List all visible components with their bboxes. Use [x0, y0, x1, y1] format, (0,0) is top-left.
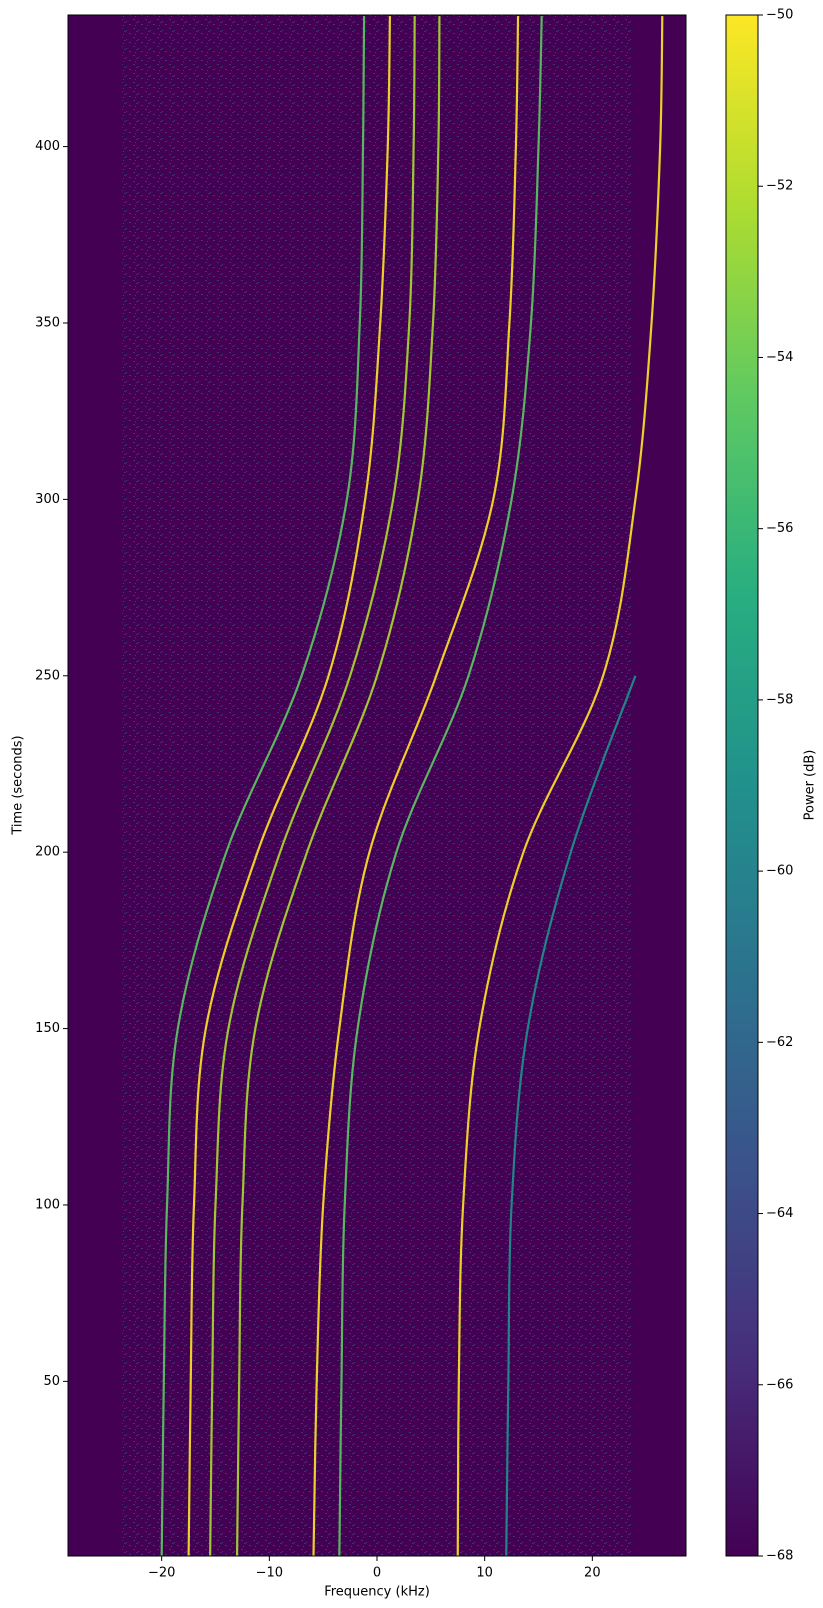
colorbar-tick-label: −56 — [766, 521, 793, 536]
tracks — [160, 16, 664, 1556]
signal-track — [187, 16, 392, 1556]
y-tick-label: 300 — [35, 492, 60, 507]
colorbar-tick-label: −54 — [766, 350, 793, 365]
signal-track — [338, 16, 543, 1556]
colorbar-tick-label: −62 — [766, 1035, 793, 1050]
y-tick-label: 50 — [43, 1374, 60, 1389]
x-axis-label: Frequency (kHz) — [324, 1585, 430, 1600]
colorbar-tick-label: −58 — [766, 692, 793, 707]
noise-floor — [122, 15, 632, 1556]
y-tick-label: 200 — [35, 845, 60, 860]
y-tick-label: 100 — [35, 1197, 60, 1212]
x-tick-label: 20 — [584, 1566, 601, 1581]
x-tick-label: −10 — [256, 1566, 283, 1581]
y-tick-label: 350 — [35, 315, 60, 330]
colorbar — [725, 14, 759, 1557]
signal-track — [235, 16, 441, 1556]
signal-track — [456, 16, 664, 1556]
y-tick-label: 150 — [35, 1021, 60, 1036]
y-tick-label: 400 — [35, 139, 60, 154]
x-tick-label: 10 — [476, 1566, 493, 1581]
colorbar-label: Power (dB) — [803, 750, 818, 821]
x-tick-label: −20 — [148, 1566, 175, 1581]
signal-track — [505, 675, 637, 1556]
colorbar-tick-label: −60 — [766, 864, 793, 879]
colorbar-tick-label: −52 — [766, 179, 793, 194]
colorbar-tick-label: −64 — [766, 1206, 793, 1221]
x-tick-label: 0 — [373, 1566, 381, 1581]
colorbar-tick-label: −66 — [766, 1377, 793, 1392]
y-axis-label: Time (seconds) — [11, 735, 26, 835]
y-tick-label: 250 — [35, 668, 60, 683]
signal-track — [209, 16, 416, 1556]
signal-track — [312, 16, 520, 1556]
colorbar-tick-label: −50 — [766, 8, 793, 23]
signal-track — [160, 16, 366, 1556]
colorbar-tick-label: −68 — [766, 1549, 793, 1564]
